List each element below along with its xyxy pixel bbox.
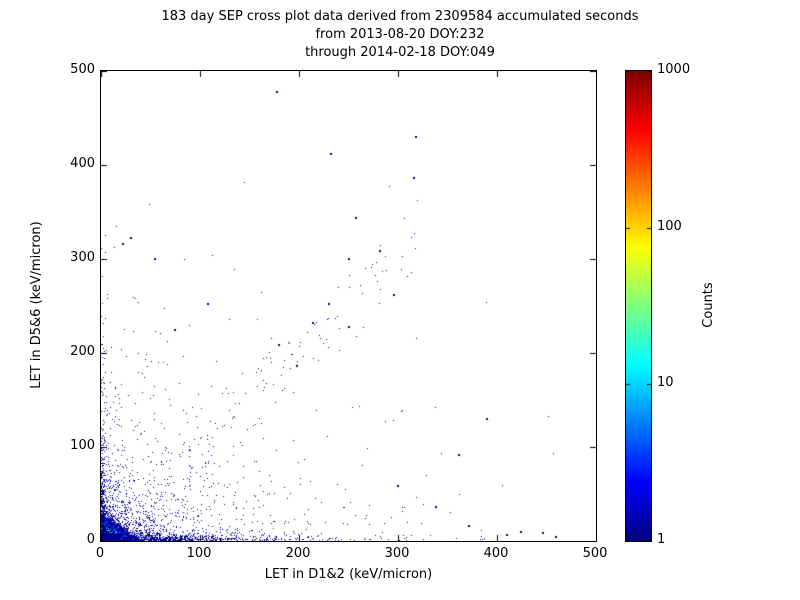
x-tick-label-0: 0 [95,546,105,561]
y-tick-label-200: 200 [70,344,95,359]
x-tick-label-4: 400 [483,546,509,561]
y-tick-label-400: 400 [70,156,95,171]
x-axis-label: LET in D1&2 (keV/micron) [264,567,433,582]
chart-title-line-3: through 2014-02-18 DOY:049 [305,45,495,60]
scatter-plot-canvas [100,70,597,542]
chart-title-line-2: from 2013-08-20 DOY:232 [315,27,485,42]
colorbar-tick-100: 100 [657,219,682,234]
colorbar-tick-1: 1 [657,532,666,547]
y-tick-label-0: 0 [86,532,95,547]
x-tick-label-5: 500 [582,546,608,561]
y-tick-label-100: 100 [70,438,95,453]
colorbar [625,70,652,542]
colorbar-label: Counts [701,282,716,328]
colorbar-tick-1000: 1000 [657,62,691,77]
chart-title-line-1: 183 day SEP cross plot data derived from… [161,9,639,24]
y-tick-label-500: 500 [70,62,95,77]
y-axis-label: LET in D5&6 (keV/micron) [29,221,44,389]
y-tick-label-300: 300 [70,250,95,265]
x-tick-label-3: 300 [384,546,410,561]
colorbar-tick-10: 10 [657,375,674,390]
x-tick-label-2: 200 [285,546,311,561]
x-tick-label-1: 100 [186,546,212,561]
